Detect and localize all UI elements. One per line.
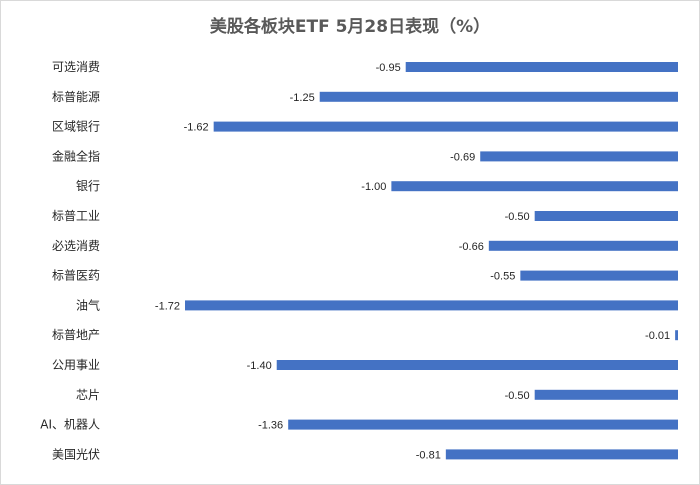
data-label: -0.95	[376, 62, 401, 74]
bar	[213, 121, 679, 132]
data-label: -1.25	[290, 92, 315, 104]
category-label: 标普能源	[52, 90, 100, 104]
data-label: -0.69	[450, 151, 475, 163]
bar	[488, 240, 678, 251]
category-label: 标普地产	[52, 328, 100, 342]
bars-layer	[185, 62, 679, 460]
category-label: 芯片	[76, 388, 100, 402]
category-label: 金融全指	[52, 148, 100, 163]
bar	[445, 449, 678, 460]
category-label: 可选消费	[52, 60, 100, 74]
chart-title: 美股各板块ETF 5月28日表现（%）	[209, 17, 491, 37]
bar	[534, 211, 678, 221]
category-label: 必选消费	[52, 239, 100, 253]
labels-layer: 可选消费 -0.95 标普能源 -1.25 区域银行 -1.62 金融全指 -0.69 银行 -1…	[40, 60, 670, 461]
data-label: -1.36	[258, 420, 283, 432]
bar	[319, 91, 678, 102]
bar	[276, 360, 678, 370]
category-label: 公用事业	[52, 358, 100, 372]
category-label: 油气	[76, 297, 100, 312]
bar	[185, 300, 678, 311]
category-label: 美国光伏	[52, 447, 100, 461]
data-label: -0.50	[505, 211, 530, 223]
bar	[480, 151, 678, 162]
bar	[675, 330, 678, 341]
data-label: -1.72	[155, 300, 180, 312]
data-label: -1.62	[184, 122, 209, 134]
bar	[288, 419, 678, 430]
data-label: -0.66	[459, 241, 484, 253]
data-label: -1.00	[361, 181, 386, 193]
bar	[534, 389, 678, 400]
category-label: 标普工业	[52, 209, 100, 223]
category-label: 标普医药	[52, 269, 100, 283]
bar	[405, 62, 678, 72]
category-label: AI、机器人	[40, 418, 100, 432]
data-label: -0.55	[490, 271, 515, 283]
data-label: -0.01	[645, 330, 670, 342]
bar	[391, 181, 678, 192]
category-label: 银行	[76, 179, 100, 193]
data-label: -0.50	[505, 390, 530, 402]
category-label: 区域银行	[52, 120, 100, 134]
bar	[520, 270, 678, 281]
data-label: -1.40	[247, 360, 272, 372]
data-label: -0.81	[416, 449, 441, 461]
